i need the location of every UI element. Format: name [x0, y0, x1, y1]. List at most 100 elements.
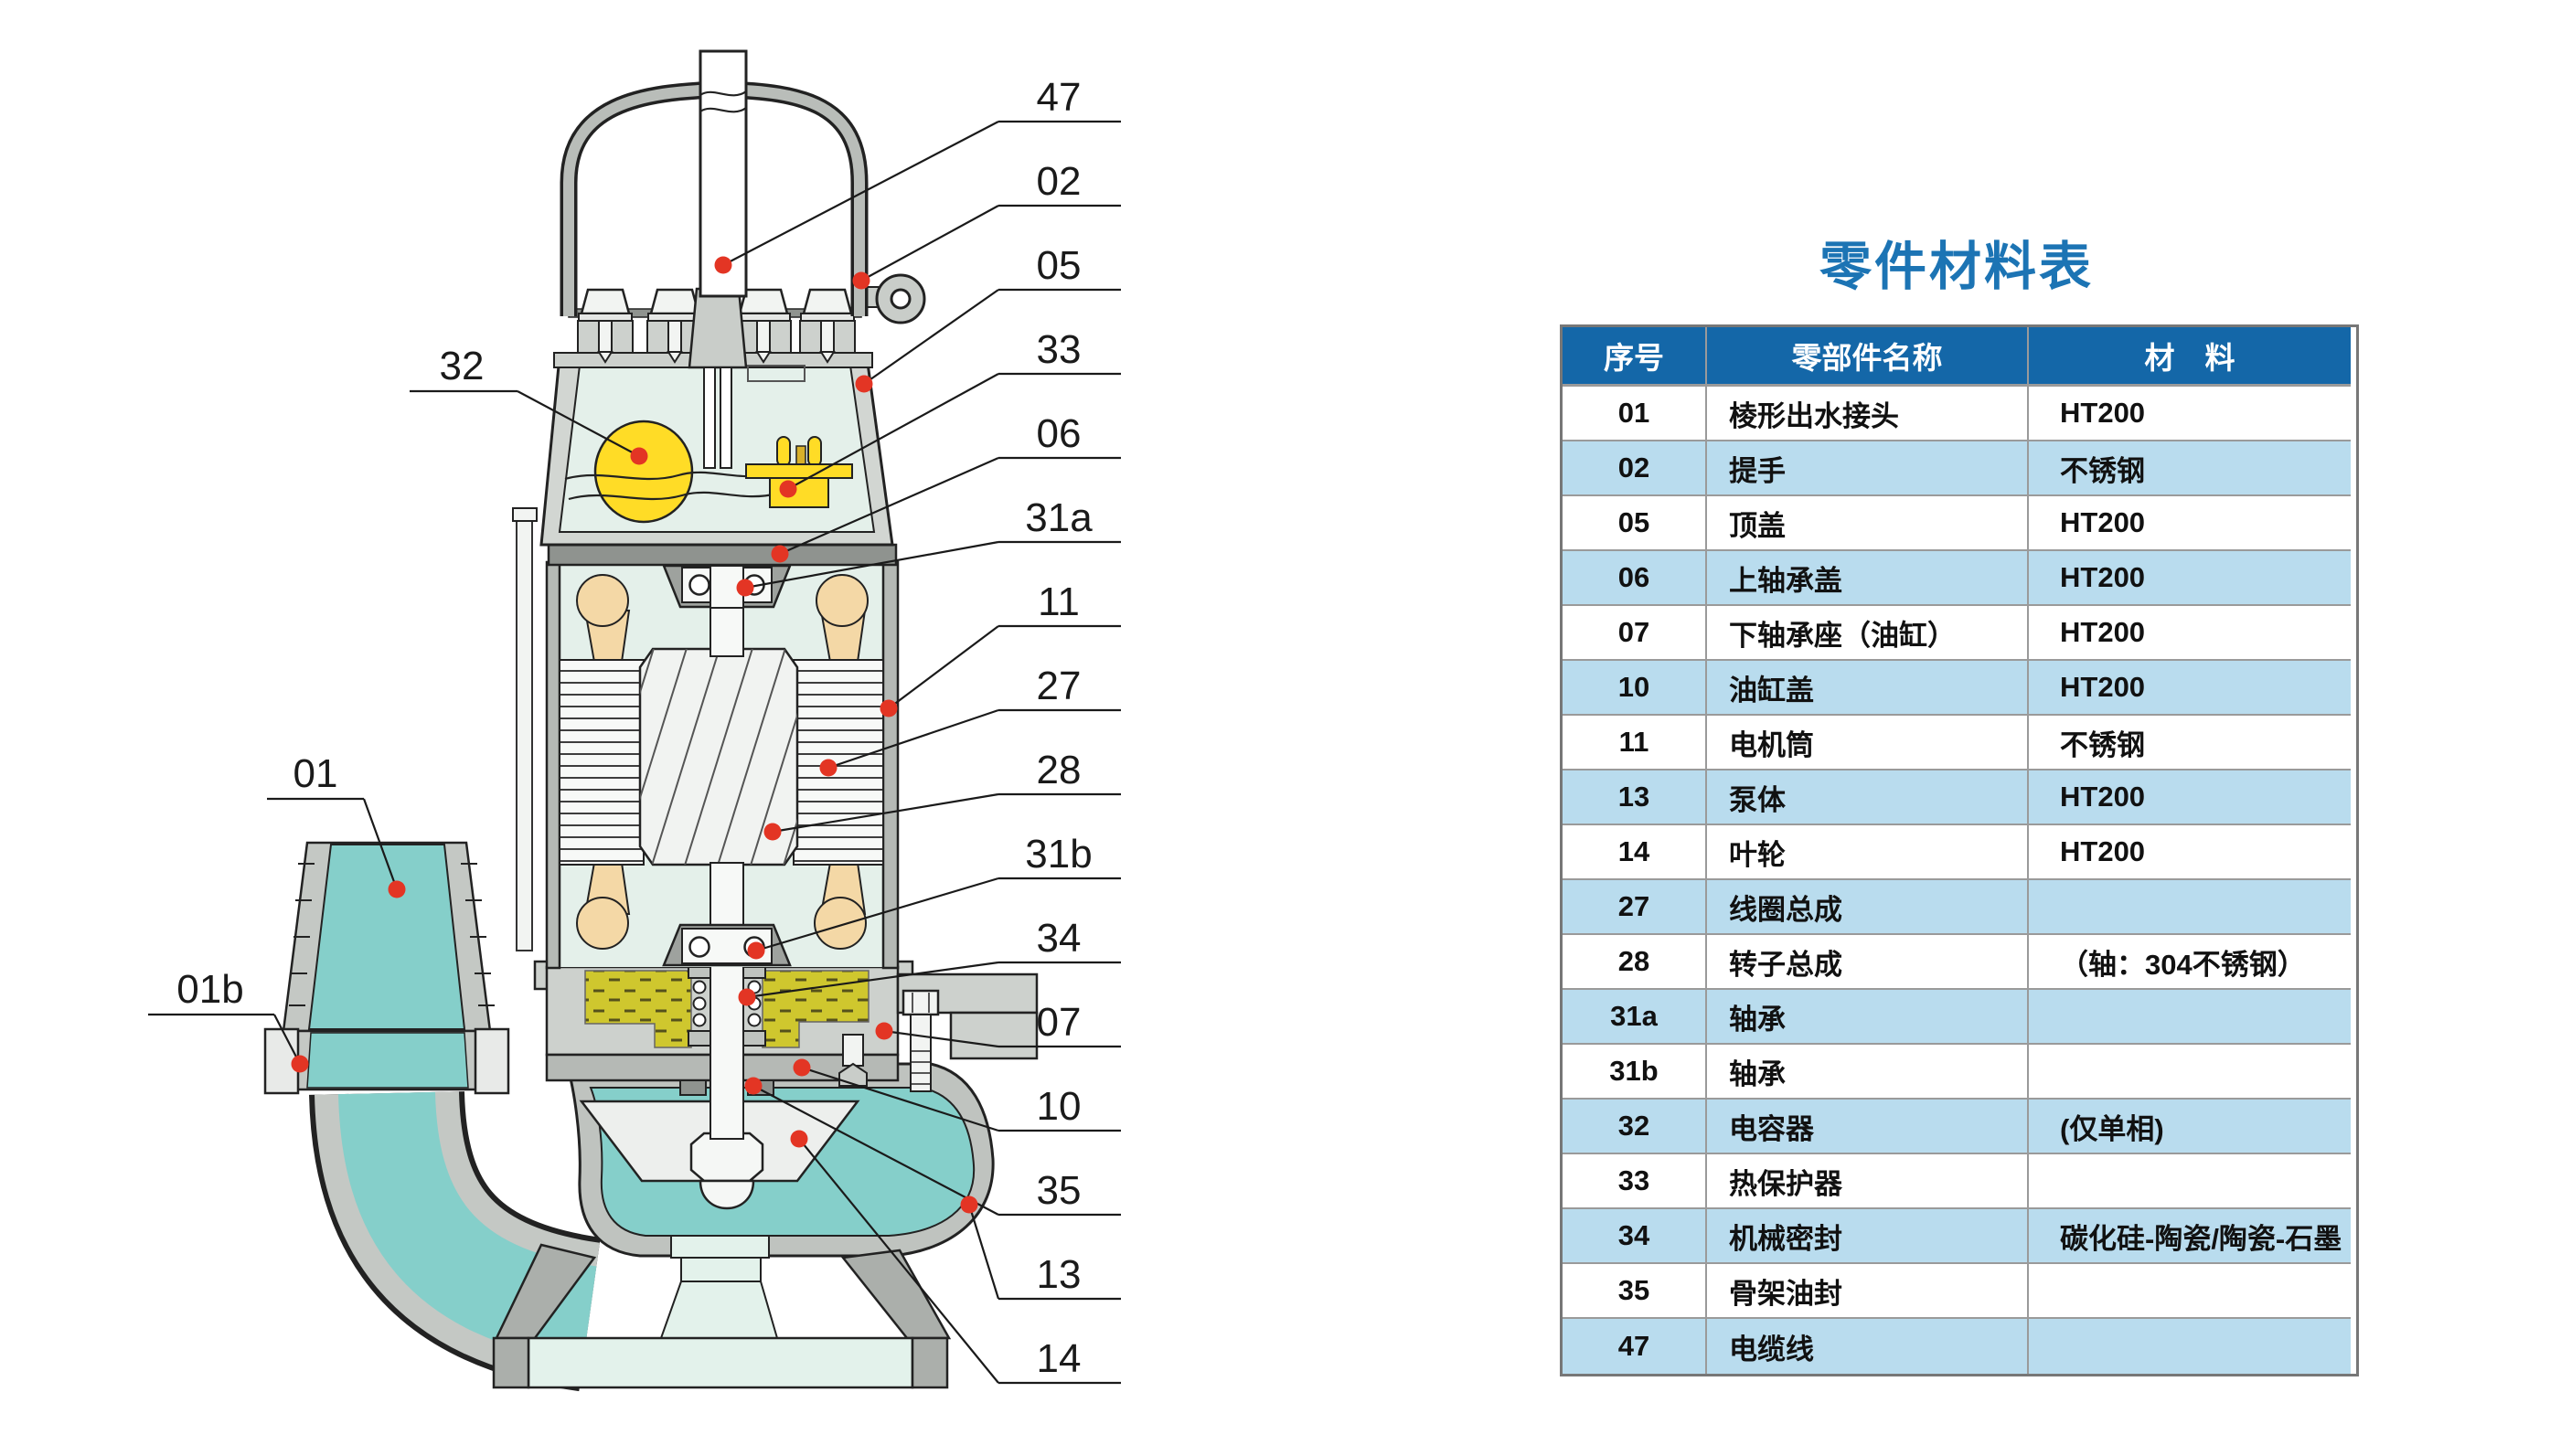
table-row: 31b 轴承	[1563, 1045, 2356, 1100]
callout-label: 27	[1037, 664, 1082, 708]
cell-material: HT200	[2029, 496, 2351, 551]
callout-label: 31a	[1025, 495, 1093, 540]
outlet-assembly	[263, 841, 603, 1392]
callout-31b: 31b	[747, 832, 1121, 960]
capacitor	[593, 420, 694, 524]
callout-dot	[714, 256, 732, 274]
cable-gland	[688, 287, 748, 369]
cell-material: （轴：304不锈钢）	[2029, 935, 2351, 990]
callout-dot	[779, 480, 797, 498]
cell-name: 油缸盖	[1707, 661, 2029, 716]
cell-material: 不锈钢	[2029, 716, 2351, 771]
table-row: 31a 轴承	[1563, 990, 2356, 1045]
cell-material: HT200	[2029, 661, 2351, 716]
leader-line	[967, 1204, 1000, 1300]
table-row: 32 电容器 (仅单相)	[1563, 1100, 2356, 1154]
callout-dot	[738, 988, 756, 1006]
cell-no: 32	[1563, 1100, 1707, 1154]
pump-volute	[565, 1062, 995, 1259]
cell-no: 13	[1563, 771, 1707, 825]
callout-06: 06	[771, 411, 1121, 563]
cell-no: 05	[1563, 496, 1707, 551]
motor-tube-wall-right	[881, 560, 900, 970]
leader-line	[883, 1029, 999, 1048]
callout-label: 07	[1037, 1000, 1082, 1045]
parts-table: 序号 零部件名称 材 料 01 棱形出水接头 HT200 02 提手 不锈钢 05 顶盖 HT2…	[1560, 324, 2359, 1376]
cell-no: 34	[1563, 1209, 1707, 1264]
callout-01b: 01b	[148, 967, 309, 1073]
callout-01: 01	[267, 751, 406, 898]
leader-line	[779, 456, 999, 556]
cell-material	[2029, 1045, 2351, 1100]
callout-dot	[852, 271, 870, 290]
callout-label: 31b	[1025, 832, 1092, 877]
rotor-bars	[640, 649, 797, 865]
table-row: 05 顶盖 HT200	[1563, 496, 2356, 551]
table-row: 28 转子总成 （轴：304不锈钢）	[1563, 935, 2356, 990]
callout-label: 32	[440, 344, 485, 388]
cell-name: 轴承	[1707, 1045, 2029, 1100]
table-row: 07 下轴承座（油缸） HT200	[1563, 606, 2356, 661]
motor-tube-wall-left	[545, 560, 561, 970]
base-column-foot	[659, 1281, 779, 1339]
callout-47: 47	[714, 75, 1121, 274]
callout-dot	[880, 699, 898, 717]
cell-no: 35	[1563, 1264, 1707, 1319]
cell-name: 电机筒	[1707, 716, 2029, 771]
base-column	[680, 1257, 762, 1282]
cell-no: 31b	[1563, 1045, 1707, 1100]
callout-dot	[736, 579, 754, 597]
outlet-flange-tab-right	[474, 1027, 510, 1095]
cell-name: 转子总成	[1707, 935, 2029, 990]
capacitor-wire2	[568, 491, 778, 501]
flange-bolt	[902, 989, 940, 1092]
cable-conductor-left	[703, 367, 716, 469]
callout-label: 13	[1037, 1252, 1082, 1297]
pump-shaft-mid	[710, 862, 744, 930]
cell-material: HT200	[2029, 387, 2351, 441]
table-row: 35 骨架油封	[1563, 1264, 2356, 1319]
cell-no: 47	[1563, 1319, 1707, 1374]
parts-table-body: 01 棱形出水接头 HT200 02 提手 不锈钢 05 顶盖 HT200 06 上轴承盖 HT200…	[1563, 387, 2356, 1374]
lifting-eyelet-hole	[890, 288, 912, 310]
cell-name: 下轴承座（油缸）	[1707, 606, 2029, 661]
cell-material: HT200	[2029, 825, 2351, 880]
callout-07: 07	[875, 1000, 1121, 1048]
callout-31a: 31a	[736, 495, 1121, 597]
cell-no: 27	[1563, 880, 1707, 935]
cell-material	[2029, 1154, 2351, 1209]
callout-label: 28	[1037, 748, 1082, 792]
callout-dot	[875, 1022, 893, 1040]
callout-dot	[747, 941, 765, 960]
cell-name: 轴承	[1707, 990, 2029, 1045]
pump-shaft-upper	[710, 602, 744, 657]
leader-line	[860, 205, 999, 282]
callout-33: 33	[779, 327, 1121, 498]
cell-name: 机械密封	[1707, 1209, 2029, 1264]
leader-line	[772, 792, 999, 834]
cell-no: 07	[1563, 606, 1707, 661]
base-plate-cap-right	[911, 1336, 949, 1389]
callout-label: 02	[1037, 159, 1082, 204]
callout-label: 33	[1037, 327, 1082, 372]
stator-right	[793, 659, 884, 866]
leader-line	[798, 1138, 999, 1384]
outlet-flange-bore	[306, 1032, 469, 1089]
callout-label: 10	[1037, 1084, 1082, 1129]
callout-dot	[763, 823, 782, 841]
cell-name: 电缆线	[1707, 1319, 2029, 1374]
seam-bolt	[512, 507, 538, 522]
table-row: 47 电缆线	[1563, 1319, 2356, 1374]
leader-line	[746, 961, 999, 999]
callout-dot	[855, 375, 873, 393]
leader-line	[752, 1085, 999, 1216]
table-row: 11 电机筒 不锈钢	[1563, 716, 2356, 771]
cell-no: 06	[1563, 551, 1707, 606]
callout-label: 01	[293, 751, 338, 796]
cell-no: 28	[1563, 935, 1707, 990]
callout-10: 10	[793, 1058, 1121, 1132]
callout-05: 05	[855, 243, 1121, 393]
cell-name: 骨架油封	[1707, 1264, 2029, 1319]
callout-11: 11	[880, 579, 1121, 717]
callout-dot	[388, 880, 406, 898]
